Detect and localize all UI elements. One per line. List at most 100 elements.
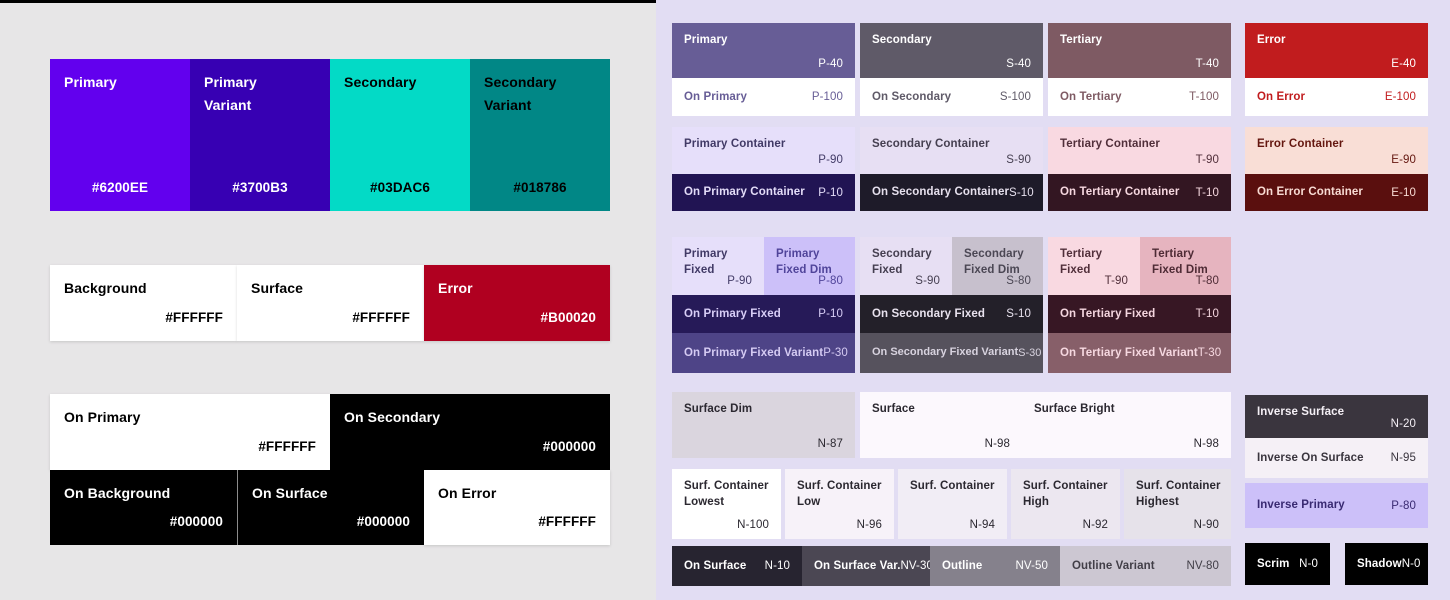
swatch-primary-fixed: Primary Fixed P-90 [672,237,764,295]
swatch-label: Scrim [1257,557,1290,570]
swatch-tone-value: E-10 [1391,186,1416,199]
swatch-label: Background [64,280,147,296]
swatch-on-tertiary-100: On Tertiary T-100 [1048,78,1231,116]
swatch-hex-value: #B00020 [540,309,596,325]
md2-palette-panel: Primary #6200EE Primary Variant #3700B3 … [0,0,656,600]
swatch-label: Tertiary [1060,34,1103,46]
swatch-surface: Surface N-98 [860,392,1022,458]
swatch-on-secondary-container: On Secondary Container S-10 [860,174,1043,211]
swatch-tone-value: S-100 [999,91,1031,103]
swatch-inverse-on-surface: Inverse On Surface N-95 [1245,438,1428,478]
swatch-secondary: Secondary #03DAC6 [330,59,470,211]
swatch-label: On Error [438,485,497,501]
swatch-label: Primary Fixed Dim [776,248,832,277]
swatch-label: On Secondary Container [872,186,1010,199]
swatch-on-error: On Error #FFFFFF [424,470,610,545]
swatch-hex-value: #3700B3 [232,179,288,195]
swatch-label: Error Container [1257,138,1344,150]
swatch-label: On Surface [684,559,747,572]
swatch-tone-value: N-95 [1390,452,1416,464]
swatch-tone-value: S-80 [1006,275,1031,287]
swatch-label: On Surface [252,485,328,501]
swatch-label: Surf. Container Lowest [684,480,769,509]
swatch-label: Secondary Fixed [872,248,932,277]
swatch-on-surface: On Surface #000000 [237,470,424,545]
swatch-primary-variant: Primary Variant #3700B3 [190,59,330,211]
swatch-label: On Surface Var. [814,559,901,572]
swatch-label: Surf. Container Highest [1136,480,1221,509]
swatch-background: Background #FFFFFF [50,265,237,341]
swatch-tone-value: NV-80 [1186,560,1219,572]
swatch-tone-value: T-30 [1197,347,1222,359]
swatch-label: Primary [64,74,117,90]
swatch-tone-value: S-10 [1006,308,1031,320]
swatch-outline-variant: Outline Variant NV-80 [1060,546,1231,586]
swatch-label: Primary Container [684,138,786,150]
swatch-secondary-container: Secondary Container S-90 [860,127,1043,174]
swatch-tone-value: N-0 [1299,558,1318,570]
swatch-tertiary-fixed-dim: Tertiary Fixed Dim T-80 [1140,237,1231,295]
swatch-hex-value: #018786 [513,179,567,195]
swatch-tone-value: P-90 [727,275,752,287]
swatch-tone-value: N-90 [1193,519,1219,531]
swatch-tone-value: S-90 [915,275,940,287]
swatch-surface-container-low: Surf. Container Low N-96 [785,469,894,539]
swatch-label: Secondary Variant [484,74,557,114]
swatch-tone-value: N-98 [984,438,1010,450]
swatch-label: On Error Container [1257,186,1363,199]
swatch-label: On Primary Fixed [684,307,781,320]
swatch-on-background: On Background #000000 [50,470,237,545]
swatch-tone-value: T-10 [1195,186,1219,199]
swatch-outline: Outline NV-50 [930,546,1060,586]
swatch-label: On Secondary [344,409,441,425]
swatch-tone-value: P-30 [823,347,848,359]
swatch-label: On Primary Fixed Variant [684,346,824,359]
swatch-label: On Primary Container [684,186,805,199]
swatch-label: Shadow [1357,557,1402,570]
swatch-tone-value: P-90 [818,154,843,166]
swatch-tone-value: N-87 [817,438,843,450]
swatch-label: Tertiary Fixed Dim [1152,248,1208,277]
swatch-secondary-fixed: Secondary Fixed S-90 [860,237,952,295]
swatch-on-error-container: On Error Container E-10 [1245,174,1428,211]
swatch-scrim: Scrim N-0 [1245,543,1330,585]
swatch-label: On Primary [684,90,747,103]
swatch-label: Secondary Container [872,138,990,150]
swatch-label: On Tertiary Fixed [1060,307,1156,320]
swatch-label: Inverse Primary [1257,499,1345,512]
swatch-tertiary-40: Tertiary T-40 [1048,23,1231,78]
swatch-label: On Error [1257,90,1306,103]
swatch-on-secondary-100: On Secondary S-100 [860,78,1043,116]
swatch-hex-value: #000000 [542,438,596,454]
swatch-tone-value: P-80 [818,275,843,287]
swatch-hex-value: #FFFFFF [352,309,410,325]
swatch-label: On Background [64,485,171,501]
swatch-surface-container: Surf. Container N-94 [898,469,1007,539]
swatch-error: Error #B00020 [424,265,610,341]
swatch-surface: Surface #FFFFFF [237,265,424,341]
swatch-surface-container-lowest: Surf. Container Lowest N-100 [672,469,781,539]
swatch-tone-value: P-10 [818,308,843,320]
swatch-tone-value: N-92 [1082,519,1108,531]
swatch-label: On Secondary Fixed Variant [872,346,1019,359]
swatch-shadow: Shadow N-0 [1345,543,1428,585]
swatch-tertiary-container: Tertiary Container T-90 [1048,127,1231,174]
swatch-tone-value: NV-50 [1015,560,1048,572]
top-divider-bar [0,0,656,3]
swatch-label: Surf. Container High [1023,480,1108,509]
swatch-hex-value: #FFFFFF [258,438,316,454]
swatch-tone-value: T-80 [1195,275,1219,287]
swatch-label: Outline Variant [1072,559,1155,572]
swatch-hex-value: #000000 [356,513,410,529]
swatch-label: Inverse On Surface [1257,451,1364,464]
swatch-tone-value: N-94 [969,519,995,531]
swatch-label: On Secondary Fixed [872,307,985,320]
swatch-label: Secondary Fixed Dim [964,248,1024,277]
swatch-label: On Secondary [872,90,952,103]
swatch-tone-value: N-96 [856,519,882,531]
swatch-tone-value: S-10 [1009,186,1034,199]
swatch-inverse-surface: Inverse Surface N-20 [1245,395,1428,438]
swatch-label: Primary Fixed [684,248,728,277]
swatch-label: On Primary [64,409,141,425]
swatch-tone-value: S-40 [1006,58,1031,70]
